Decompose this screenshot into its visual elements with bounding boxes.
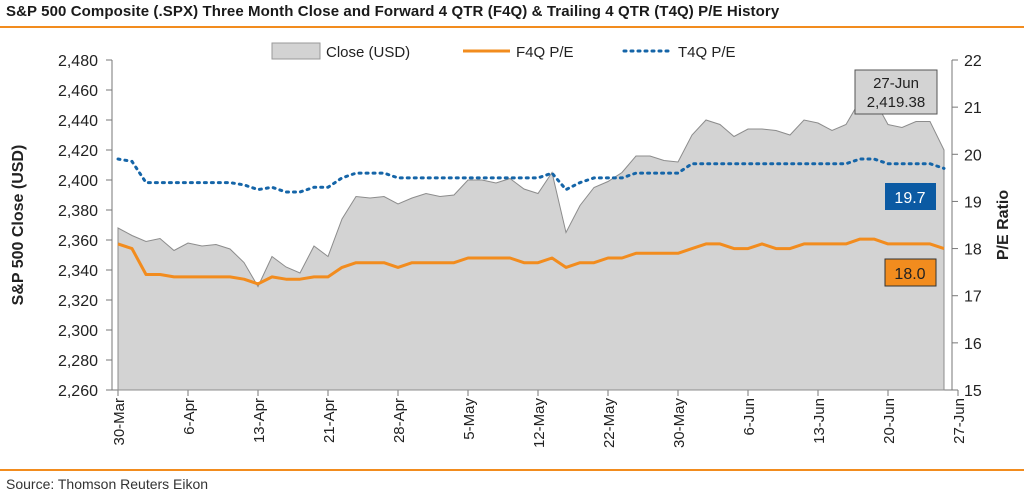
y-right-tick-label: 20 (964, 147, 982, 164)
legend-label-t4q: T4Q P/E (678, 44, 736, 61)
f4q-label-text: 18.0 (894, 266, 925, 283)
y-left-tick-label: 2,260 (58, 383, 98, 400)
x-tick-label: 12-May (531, 398, 548, 449)
legend-swatch-close (271, 42, 321, 60)
legend: Close (USD) F4Q P/E T4Q P/E (271, 42, 736, 61)
x-tick-label: 30-May (671, 398, 688, 449)
y-left-tick-label: 2,420 (58, 143, 98, 160)
y-right-tick-label: 15 (964, 383, 982, 400)
t4q-label-text: 19.7 (894, 190, 925, 207)
x-tick-label: 13-Jun (811, 398, 828, 444)
y-right-tick-label: 16 (964, 336, 982, 353)
t4q-label-box (885, 183, 936, 210)
y-left-tick-label: 2,360 (58, 233, 98, 250)
x-tick-label: 22-May (601, 398, 618, 449)
y-left-tick-label: 2,340 (58, 263, 98, 280)
x-tick-label: 20-Jun (881, 398, 898, 444)
y-right-ticks: 22 21 20 19 18 17 16 15 (952, 53, 982, 400)
x-tick-label: 27-Jun (951, 398, 968, 444)
last-close-callout: 27-Jun 2,419.38 (854, 69, 938, 115)
y-left-tick-label: 2,400 (58, 173, 98, 190)
y-left-tick-label: 2,380 (58, 203, 98, 220)
y-right-tick-label: 17 (964, 289, 982, 306)
y-left-tick-label: 2,320 (58, 293, 98, 310)
f4q-last-label: 18.0 (884, 258, 937, 287)
y-right-axis-title: P/E Ratio (995, 190, 1012, 260)
series-f4q-line (117, 237, 945, 286)
footer-rule (0, 469, 1024, 471)
legend-label-f4q: F4Q P/E (516, 44, 574, 61)
y-left-tick-label: 2,460 (58, 83, 98, 100)
x-tick-label: 6-Apr (181, 398, 198, 435)
t4q-last-label: 19.7 (885, 183, 936, 210)
callout-value: 2,419.38 (867, 94, 925, 111)
y-right-tick-label: 21 (964, 100, 982, 117)
chart-title: S&P 500 Composite (.SPX) Three Month Clo… (6, 3, 780, 20)
x-tick-label: 30-Mar (111, 398, 128, 446)
y-right-tick-label: 22 (964, 53, 982, 70)
y-right-tick-label: 18 (964, 242, 982, 259)
source-note: Source: Thomson Reuters Eikon (6, 476, 209, 492)
series-close-area (117, 98, 945, 391)
x-ticks: 30-Mar 6-Apr 13-Apr 21-Apr 28-Apr 5-May 12-May… (111, 390, 968, 448)
y-left-tick-label: 2,480 (58, 53, 98, 70)
header-rule (0, 26, 1024, 28)
y-left-axis-title: S&P 500 Close (USD) (10, 145, 27, 306)
legend-label-close: Close (USD) (326, 44, 410, 61)
y-left-tick-label: 2,300 (58, 323, 98, 340)
x-tick-label: 21-Apr (321, 398, 338, 443)
f4q-label-box (884, 258, 937, 287)
x-tick-label: 6-Jun (741, 398, 758, 436)
y-left-tick-label: 2,440 (58, 113, 98, 130)
y-right-tick-label: 19 (964, 194, 982, 211)
y-left-ticks: 2,480 2,460 2,440 2,420 2,400 2,380 2,360 2,340… (58, 53, 112, 400)
series-t4q-line (116, 157, 946, 194)
y-left-tick-label: 2,280 (58, 353, 98, 370)
callout-date: 27-Jun (873, 75, 919, 92)
x-tick-label: 13-Apr (251, 398, 268, 443)
x-tick-label: 5-May (461, 398, 478, 440)
x-tick-label: 28-Apr (391, 398, 408, 443)
callout-box (854, 69, 938, 115)
